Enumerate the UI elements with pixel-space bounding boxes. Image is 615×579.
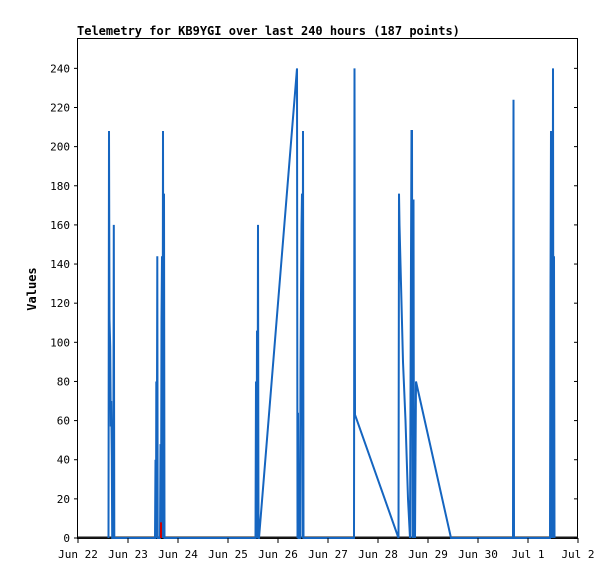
y-tick-label: 100: [50, 336, 70, 349]
x-tick-label: Jun 24: [158, 548, 198, 561]
y-tick-label: 140: [50, 258, 70, 271]
x-tick-label: Jun 30: [458, 548, 498, 561]
x-tick-label: Jun 29: [408, 548, 448, 561]
y-axis: 0 20 40 60 80 100 120 140 160 180 200 220 240: [50, 62, 578, 545]
y-tick-label: 240: [50, 62, 70, 75]
series-layer: [78, 68, 578, 539]
y-tick-label: 60: [57, 415, 70, 428]
y-tick-label: 20: [57, 493, 70, 506]
y-tick-label: 0: [63, 532, 70, 545]
y-tick-label: 160: [50, 219, 70, 232]
chart-title: Telemetry for KB9YGI over last 240 hours…: [77, 24, 460, 38]
x-tick-label: Jul 1: [511, 548, 544, 561]
x-tick-label: Jun 27: [308, 548, 348, 561]
series-line: [107, 68, 556, 539]
plot-area: [77, 38, 578, 539]
x-tick-label: Jun 22: [58, 548, 98, 561]
y-axis-label: Values: [25, 267, 39, 310]
x-tick-label: Jun 25: [208, 548, 248, 561]
x-axis: Jun 22 Jun 23 Jun 24 Jun 25 Jun 26 Jun 27 Jun …: [58, 538, 595, 561]
y-tick-label: 200: [50, 141, 70, 154]
y-tick-label: 80: [57, 375, 70, 388]
y-tick-label: 40: [57, 454, 70, 467]
y-tick-label: 120: [50, 297, 70, 310]
x-tick-label: Jun 26: [258, 548, 298, 561]
x-tick-label: Jun 28: [358, 548, 398, 561]
x-tick-label: Jul 2: [561, 548, 594, 561]
y-tick-label: 220: [50, 101, 70, 114]
y-tick-label: 180: [50, 180, 70, 193]
x-tick-label: Jun 23: [108, 548, 148, 561]
